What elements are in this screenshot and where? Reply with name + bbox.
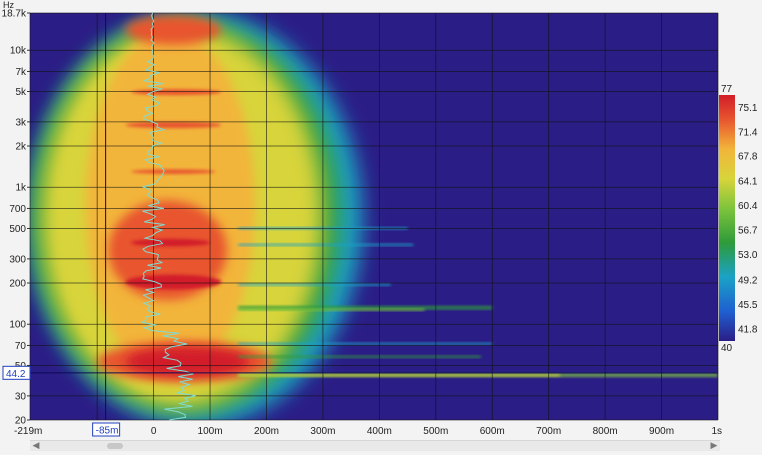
cursor-frequency-value: 44.2 (6, 369, 26, 380)
colorbar-tick-label: 67.8 (738, 152, 758, 163)
colorbar-max-label: 77 (721, 84, 733, 95)
chevron-left-icon[interactable]: ◀ (32, 441, 40, 451)
y-tick-label: 5k (15, 87, 27, 98)
x-tick-label: 300m (310, 426, 335, 437)
x-tick-label: 700m (536, 426, 561, 437)
horizontal-scrollbar[interactable]: ◀ ▶ (30, 440, 720, 451)
colorbar-tick-label: 41.8 (738, 325, 758, 336)
plot-area (29, 12, 719, 421)
cursor-frequency-readout: 44.2 (2, 365, 31, 380)
colorbar-tick-label: 49.2 (738, 275, 758, 286)
x-tick-label: -219m (14, 426, 42, 437)
colorbar: 77 40 75.1 71.4 67.8 64.1 60.4 56.7 53.0 49.2 45… (719, 84, 758, 354)
colorbar-tick-label: 53.0 (738, 250, 758, 261)
colorbar-tick-label: 75.1 (738, 103, 758, 114)
scrollbar-thumb[interactable] (107, 443, 123, 449)
chevron-right-icon[interactable]: ▶ (710, 441, 718, 451)
y-tick-label: 7k (15, 67, 27, 78)
colorbar-min-label: 40 (721, 343, 733, 354)
y-tick-label: 1k (15, 183, 27, 194)
colorbar-tick-label: 60.4 (738, 201, 758, 212)
y-axis-unit-label: Hz (3, 0, 14, 10)
y-tick-label: 100 (9, 320, 26, 331)
grid-lines (29, 12, 719, 421)
x-tick-label: 800m (593, 426, 618, 437)
x-tick-label: 900m (649, 426, 674, 437)
x-tick-label: 200m (254, 426, 279, 437)
y-tick-label: 300 (9, 254, 26, 265)
x-tick-label: 100m (198, 426, 223, 437)
y-tick-label: 500 (9, 224, 26, 235)
y-tick-label: 70 (15, 341, 27, 352)
spectrogram-heat-layer (30, 13, 718, 420)
y-tick-label: 700 (9, 204, 26, 215)
y-tick-label: 200 (9, 279, 26, 290)
y-tick-label: 2k (15, 142, 27, 153)
x-tick-label: 1s (711, 426, 722, 437)
y-tick-label: 10k (10, 46, 27, 57)
y-tick-label: 18.7k (2, 9, 27, 20)
cursor-time-readout: -85m (92, 422, 121, 437)
x-tick-label: 600m (480, 426, 505, 437)
colorbar-tick-label: 64.1 (738, 176, 758, 187)
x-axis: -219m-10100m200m300m400m500m600m700m800m… (14, 426, 722, 437)
peak-trace-line (141, 12, 196, 421)
x-tick-label: 500m (423, 426, 448, 437)
y-axis: Hz 203050701002003005007001k2k3k5k7k10k1… (2, 0, 30, 427)
y-tick-label: 3k (15, 117, 27, 128)
x-tick-label: 400m (367, 426, 392, 437)
x-tick-label: 0 (151, 426, 157, 437)
colorbar-tick-label: 56.7 (738, 225, 758, 236)
y-tick-label: 20 (15, 416, 27, 427)
colorbar-scale (719, 95, 735, 341)
colorbar-tick-label: 71.4 (738, 128, 758, 139)
y-tick-label: 30 (15, 391, 27, 402)
cursor-time-value: -85m (96, 426, 119, 437)
colorbar-tick-label: 45.5 (738, 300, 758, 311)
